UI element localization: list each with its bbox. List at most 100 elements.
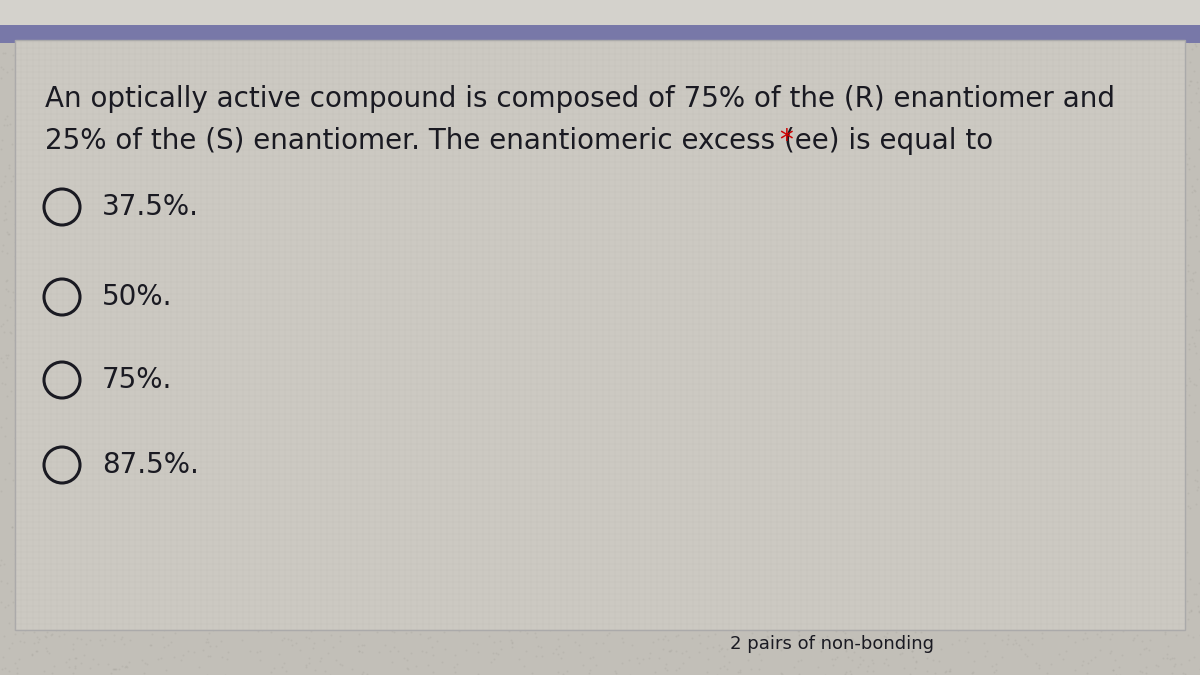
Point xyxy=(7,362,26,373)
Point xyxy=(713,336,732,347)
Point xyxy=(965,217,984,228)
Point xyxy=(605,445,624,456)
Point xyxy=(1092,578,1111,589)
Point xyxy=(408,529,427,540)
Point xyxy=(204,170,223,181)
Point xyxy=(474,356,493,367)
Point xyxy=(380,117,400,128)
Point xyxy=(380,248,400,259)
Point xyxy=(32,274,52,285)
Point xyxy=(326,117,346,128)
Point xyxy=(106,264,125,275)
Point xyxy=(786,124,805,134)
Point xyxy=(0,163,18,173)
Point xyxy=(790,626,809,637)
Point xyxy=(240,481,259,491)
Point xyxy=(443,248,462,259)
Point xyxy=(85,340,104,350)
Point xyxy=(1006,405,1025,416)
Point xyxy=(0,352,11,363)
Point xyxy=(122,88,142,99)
Point xyxy=(413,537,432,547)
Point xyxy=(557,362,576,373)
Point xyxy=(101,333,120,344)
Point xyxy=(462,0,481,10)
Point xyxy=(1093,272,1112,283)
Point xyxy=(797,571,816,582)
Point xyxy=(610,265,629,276)
Point xyxy=(26,234,46,245)
Point xyxy=(326,241,346,252)
Point xyxy=(80,406,100,417)
Point xyxy=(677,161,696,172)
Point xyxy=(354,211,373,222)
Point xyxy=(772,173,791,184)
Point xyxy=(818,138,838,149)
Point xyxy=(698,631,718,642)
Point xyxy=(379,21,398,32)
Point xyxy=(490,574,509,585)
Point xyxy=(914,365,934,376)
Point xyxy=(1180,654,1199,665)
Point xyxy=(1093,248,1112,259)
Point xyxy=(595,60,614,71)
Point xyxy=(437,423,456,433)
Point xyxy=(382,288,401,299)
Point xyxy=(413,9,432,20)
Point xyxy=(742,346,761,356)
Point xyxy=(88,401,107,412)
Point xyxy=(367,509,386,520)
Point xyxy=(432,427,451,438)
Point xyxy=(913,437,932,448)
Point xyxy=(28,109,47,119)
Point xyxy=(96,472,115,483)
Point xyxy=(948,625,967,636)
Point xyxy=(0,227,16,238)
Point xyxy=(455,474,474,485)
Point xyxy=(283,103,302,114)
Point xyxy=(1163,668,1182,675)
Point xyxy=(466,379,485,389)
Point xyxy=(210,396,229,407)
Point xyxy=(835,25,854,36)
Point xyxy=(367,626,386,637)
Point xyxy=(976,651,995,661)
Point xyxy=(822,271,841,282)
Point xyxy=(19,585,38,595)
Point xyxy=(583,429,602,440)
Point xyxy=(221,275,240,286)
Point xyxy=(620,670,640,675)
Point xyxy=(144,578,163,589)
Point xyxy=(764,556,784,566)
Point xyxy=(110,78,130,88)
Point xyxy=(1162,4,1181,15)
Point xyxy=(583,243,602,254)
Point xyxy=(127,428,146,439)
Point xyxy=(774,203,793,214)
Point xyxy=(821,83,840,94)
Point xyxy=(175,389,194,400)
Point xyxy=(600,11,619,22)
Point xyxy=(565,102,584,113)
Point xyxy=(787,528,806,539)
Point xyxy=(822,7,841,18)
Point xyxy=(946,577,965,588)
Point xyxy=(71,51,90,61)
Point xyxy=(504,614,523,625)
Point xyxy=(766,62,785,73)
Point xyxy=(0,135,12,146)
Point xyxy=(623,396,642,406)
Point xyxy=(796,414,815,425)
Point xyxy=(948,422,967,433)
Point xyxy=(433,61,452,72)
Point xyxy=(202,580,221,591)
Point xyxy=(262,627,281,638)
Point xyxy=(112,332,131,343)
Point xyxy=(469,472,488,483)
Point xyxy=(1022,251,1042,262)
Point xyxy=(810,634,829,645)
Point xyxy=(824,18,844,29)
Point xyxy=(170,449,190,460)
Point xyxy=(337,92,356,103)
Point xyxy=(842,634,862,645)
